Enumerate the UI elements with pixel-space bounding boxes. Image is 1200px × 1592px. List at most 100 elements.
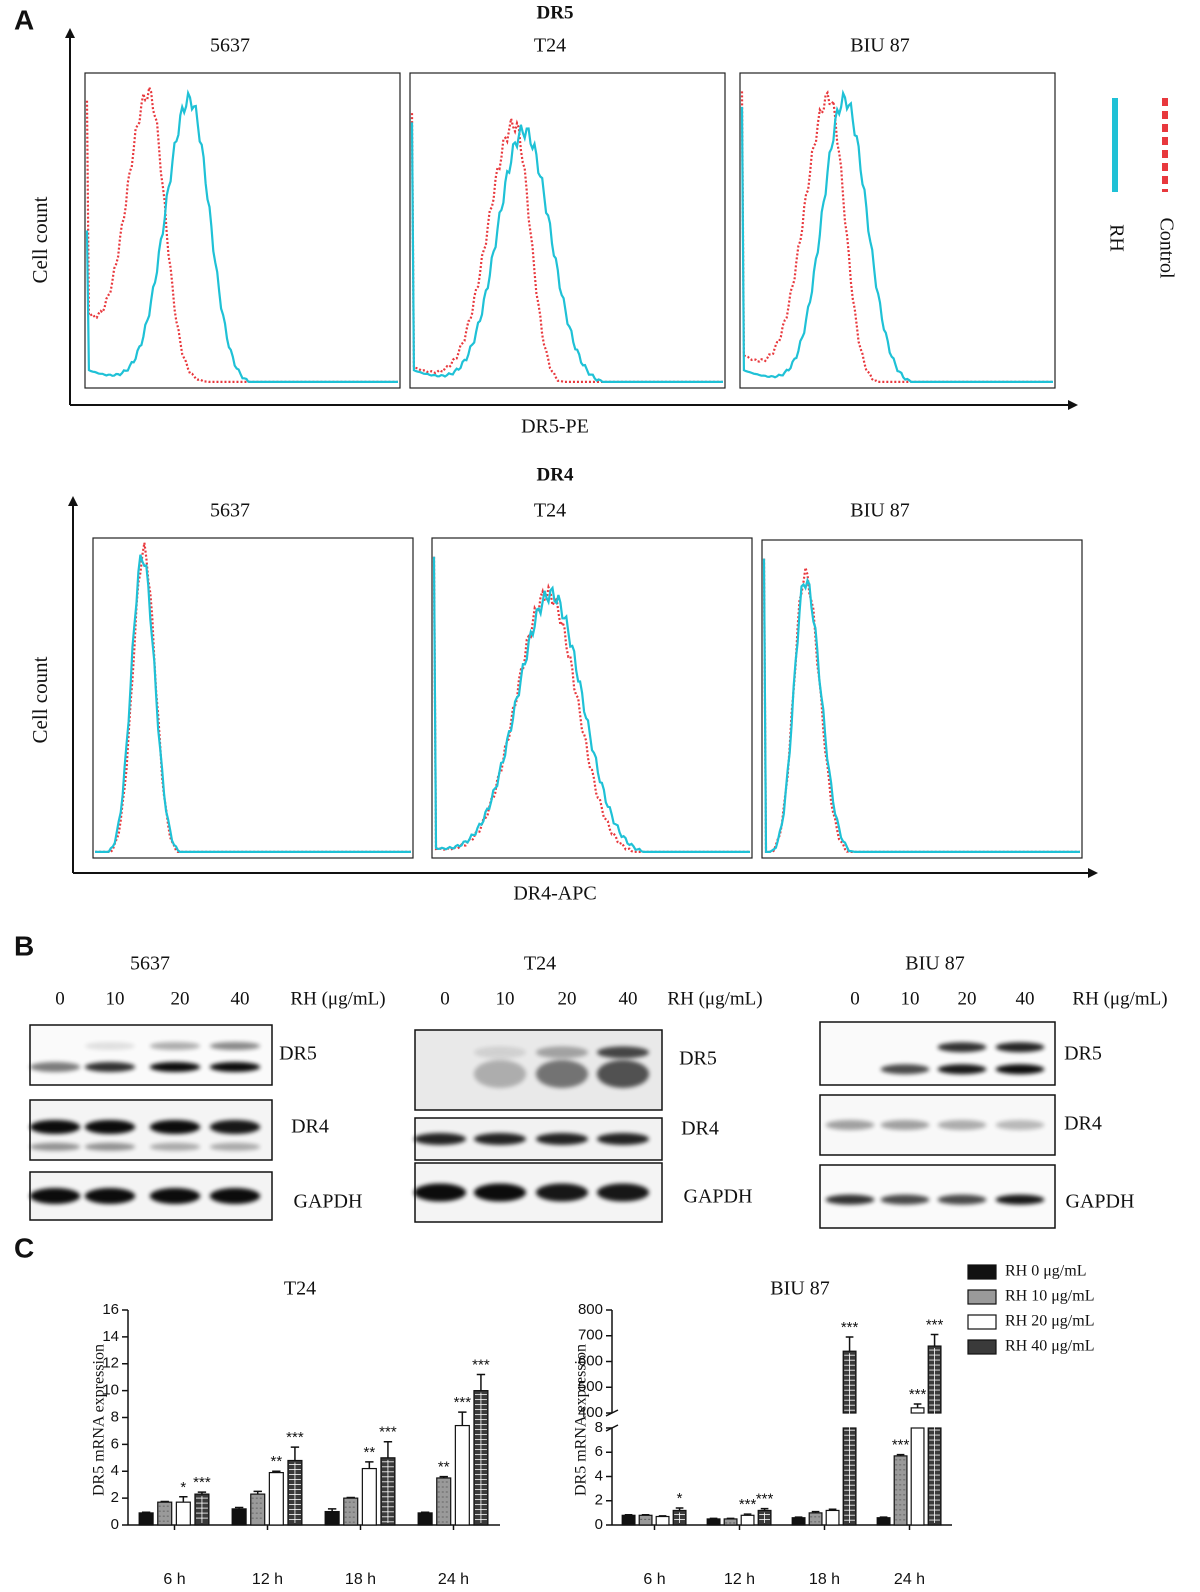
dose-label: 20 [958,988,977,1009]
bar [175,1501,191,1526]
rh-histogram [740,89,1053,383]
error-bar [476,1373,486,1391]
bar [791,1517,806,1526]
bar [706,1518,721,1526]
blot-band [880,1064,930,1075]
cell-line-label: T24 [534,500,566,522]
panel-label: C [14,1232,34,1263]
axis-arrow [1068,400,1078,410]
blot-band [149,1042,201,1050]
significance-label: *** [892,1437,910,1454]
bar [910,1407,925,1414]
histogram-frame [92,537,414,859]
significance-label: * [677,1490,683,1507]
y-tick-label: 8 [111,1408,119,1425]
y-tick-label: 0 [595,1516,603,1533]
y-tick-label: 6 [595,1443,603,1460]
axis-arrow [65,28,75,38]
blot-band [84,1142,136,1151]
error-bar [624,1513,633,1516]
blot-band [149,1142,201,1151]
blot-band [937,1194,987,1205]
bar [138,1512,154,1526]
error-bar [383,1440,393,1458]
error-bar [845,1336,854,1352]
y-tick-label: 700 [578,1327,603,1344]
error-bar [253,1490,262,1495]
legend-label: RH [1105,224,1127,252]
legend-swatch [967,1339,997,1355]
protein-label: DR5 [679,1048,717,1070]
error-bar [828,1508,837,1511]
blot-band [29,1062,81,1072]
blot-band [937,1042,987,1053]
dose-unit: RH (μg/mL) [667,988,762,1009]
blot-band [995,1064,1045,1075]
significance-label: *** [472,1356,490,1373]
histogram-frame [84,72,401,389]
x-tick-label: 6 h [163,1571,185,1588]
axis-arrow [1088,868,1098,878]
significance-label: ** [270,1453,282,1470]
blot-band [473,1183,527,1202]
bar [436,1477,452,1526]
dose-unit: RH (μg/mL) [290,988,385,1009]
blot-band [209,1062,261,1072]
x-tick-label: 12 h [252,1571,283,1588]
legend-label: RH 40 μg/mL [1005,1338,1094,1355]
dose-label: 10 [496,988,515,1009]
significance-label: * [180,1479,186,1496]
y-tick-label: 10 [102,1382,119,1399]
blot-band [29,1142,81,1151]
blot-band [995,1120,1045,1130]
blot-band [84,1042,136,1050]
x-tick-label: 6 h [643,1571,665,1588]
blot-band [473,1046,527,1059]
histogram-frame [431,537,753,859]
blot-band [84,1188,136,1204]
bar [250,1493,266,1526]
bar [157,1501,173,1526]
bar [324,1510,340,1526]
rh-histogram [432,556,750,854]
legend-label: Control [1155,217,1177,279]
blot-band [937,1064,987,1075]
blot-band [535,1046,589,1059]
blot-band [29,1188,81,1204]
panel-label: A [14,4,34,35]
bar [417,1512,433,1526]
bar [268,1471,284,1526]
dose-label: 20 [558,988,577,1009]
bar [454,1424,470,1526]
chart-title: T24 [284,1278,316,1300]
bar [231,1508,247,1526]
bar [825,1509,840,1526]
blot-band [825,1194,875,1205]
protein-label: DR5 [279,1043,317,1065]
protein-label: DR4 [291,1116,329,1138]
protein-label: GAPDH [294,1191,363,1213]
error-bar [439,1475,448,1478]
blot-band [209,1120,261,1134]
legend-swatch [967,1314,997,1330]
blot-band [29,1120,81,1134]
error-bar [160,1500,169,1503]
blot-band [937,1120,987,1130]
x-tick-label: 24 h [894,1571,925,1588]
blot-band [880,1120,930,1130]
legend-swatch [967,1289,997,1305]
rh-histogram [85,89,398,383]
histogram-frame [409,72,726,389]
blot-band [535,1183,589,1202]
blot-band [880,1194,930,1205]
bar [723,1518,738,1526]
y-tick-label: 400 [578,1404,603,1421]
blot-band [149,1062,201,1072]
axis-arrow [68,496,78,506]
bar [876,1517,891,1526]
y-tick-label: 8 [595,1419,603,1436]
blot-band [596,1183,650,1202]
y-tick-label: 12 [102,1355,119,1372]
dose-label: 20 [171,988,190,1009]
dose-label: 10 [106,988,125,1009]
